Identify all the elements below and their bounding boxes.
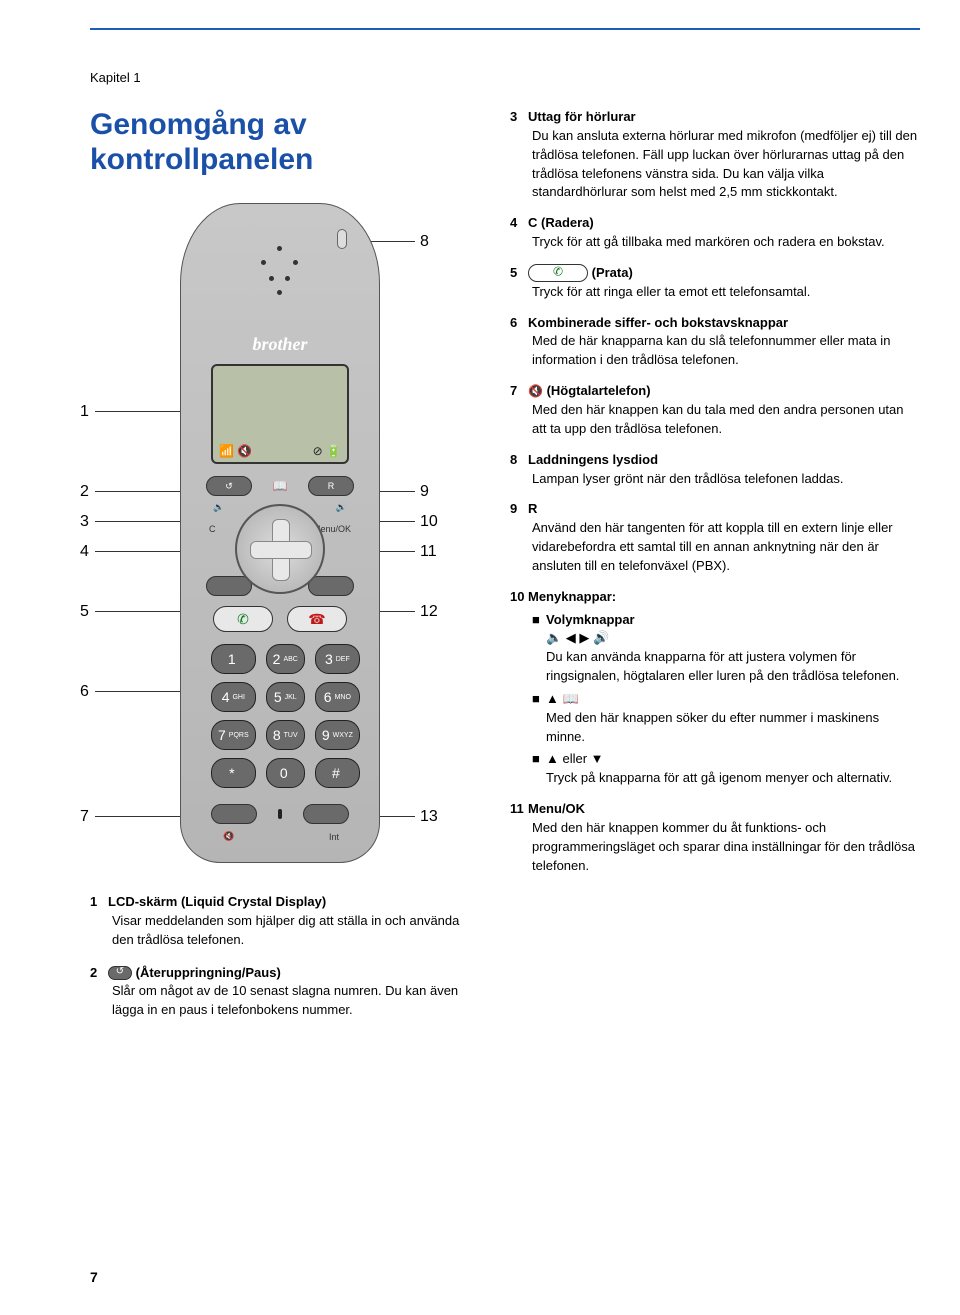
desc-item-1: 1LCD-skärm (Liquid Crystal Display) Visa… — [90, 893, 480, 950]
callout-7: 7 — [80, 808, 89, 826]
key-5[interactable]: 5JKL — [266, 682, 305, 712]
dpad[interactable] — [235, 504, 325, 594]
r-item-9: 9R Använd den här tangenten för att kopp… — [510, 500, 920, 575]
callout-2: 2 — [80, 483, 89, 501]
call-row: ✆ ☎ — [206, 606, 354, 632]
phone-illustration: brother 📶 🔇 ⊘ 🔋 ↺ 📖 R C Menu/OK 🔉 — [170, 203, 390, 863]
r-item-4: 4C (Radera) Tryck för att gå tillbaka me… — [510, 214, 920, 252]
key-2[interactable]: 2ABC — [266, 644, 305, 674]
key-hash[interactable]: # — [315, 758, 360, 788]
callout-12: 12 — [420, 603, 438, 621]
callout-5: 5 — [80, 603, 89, 621]
callout-9: 9 — [420, 483, 429, 501]
key-9[interactable]: 9WXYZ — [315, 720, 360, 750]
mic-icon — [278, 809, 282, 819]
screen-icons: 📶 🔇 ⊘ 🔋 — [219, 444, 341, 458]
keypad: 1 2ABC 3DEF 4GHI 5JKL 6MNO 7PQRS 8TUV 9W… — [211, 644, 349, 788]
key-4[interactable]: 4GHI — [211, 682, 256, 712]
callout-11: 11 — [420, 543, 437, 561]
r-sub-book: ■▲ 📖 Med den här knappen söker du efter … — [532, 690, 920, 747]
r-item-10: 10Menyknappar: ■Volymknappar 🔈 ◀ ▶ 🔊 Du … — [510, 588, 920, 788]
bottom-row — [211, 804, 349, 824]
key-star[interactable]: * — [211, 758, 256, 788]
redial-pill-icon — [108, 966, 132, 980]
call-pill-icon — [528, 264, 588, 282]
lcd-screen: 📶 🔇 ⊘ 🔋 — [211, 364, 349, 464]
r-sub-updown: ■▲ eller ▼ Tryck på knapparna för att gå… — [532, 750, 920, 788]
battery-icon: ⊘ 🔋 — [313, 444, 341, 458]
callout-4: 4 — [80, 543, 89, 561]
right-column: 3Uttag för hörlurar Du kan ansluta exter… — [510, 108, 920, 888]
int-label: Int — [329, 832, 339, 842]
speaker-button[interactable] — [211, 804, 257, 824]
key-0[interactable]: 0 — [266, 758, 305, 788]
top-rule — [90, 28, 920, 30]
callout-8: 8 — [420, 233, 429, 251]
r-button[interactable]: R — [308, 476, 354, 496]
softkey-row-top: ↺ 📖 R — [206, 476, 354, 496]
callout-3: 3 — [80, 513, 89, 531]
charge-led — [337, 229, 347, 249]
vol-up-icon: 🔊 — [336, 502, 347, 513]
r-item-7: 7🔇 (Högtalartelefon) Med den här knappen… — [510, 382, 920, 439]
key-8[interactable]: 8TUV — [266, 720, 305, 750]
r-item-8: 8Laddningens lysdiod Lampan lyser grönt … — [510, 451, 920, 489]
key-3[interactable]: 3DEF — [315, 644, 360, 674]
page-number: 7 — [90, 1269, 98, 1285]
signal-icon: 📶 🔇 — [219, 444, 252, 458]
brand-label: brother — [181, 334, 379, 355]
chapter-label: Kapitel 1 — [90, 70, 141, 85]
left-descriptions: 1LCD-skärm (Liquid Crystal Display) Visa… — [90, 893, 480, 1034]
r-item-11: 11Menu/OK Med den här knappen kommer du … — [510, 800, 920, 875]
c-label: C — [209, 524, 216, 534]
r-sub-vol: ■Volymknappar 🔈 ◀ ▶ 🔊 Du kan använda kna… — [532, 611, 920, 686]
r-item-3: 3Uttag för hörlurar Du kan ansluta exter… — [510, 108, 920, 202]
r-item-5: 5 (Prata) Tryck för att ringa eller ta e… — [510, 264, 920, 302]
speaker-dots — [255, 242, 305, 292]
int-button[interactable] — [303, 804, 349, 824]
vol-icons: 🔈 ◀ ▶ 🔊 — [546, 629, 920, 648]
speaker-icon: 🔇 — [528, 383, 543, 400]
key-7[interactable]: 7PQRS — [211, 720, 256, 750]
vol-down-icon: 🔉 — [213, 502, 224, 513]
callout-13: 13 — [420, 808, 438, 826]
callout-1: 1 — [80, 403, 89, 421]
hangup-button[interactable]: ☎ — [287, 606, 347, 632]
r-item-6: 6Kombinerade siffer- och bokstavsknappar… — [510, 314, 920, 371]
callout-10: 10 — [420, 513, 438, 531]
desc-item-2: 2 (Återuppringning/Paus) Slår om något a… — [90, 964, 480, 1021]
phone-body: brother 📶 🔇 ⊘ 🔋 ↺ 📖 R C Menu/OK 🔉 — [180, 203, 380, 863]
speaker-icon: 🔇 — [223, 831, 234, 842]
call-button[interactable]: ✆ — [213, 606, 273, 632]
redial-button[interactable]: ↺ — [206, 476, 252, 496]
key-1[interactable]: 1 — [211, 644, 256, 674]
redial-icon: ↺ — [225, 481, 233, 492]
key-6[interactable]: 6MNO — [315, 682, 360, 712]
book-icon: 📖 — [273, 479, 288, 493]
callout-6: 6 — [80, 683, 89, 701]
